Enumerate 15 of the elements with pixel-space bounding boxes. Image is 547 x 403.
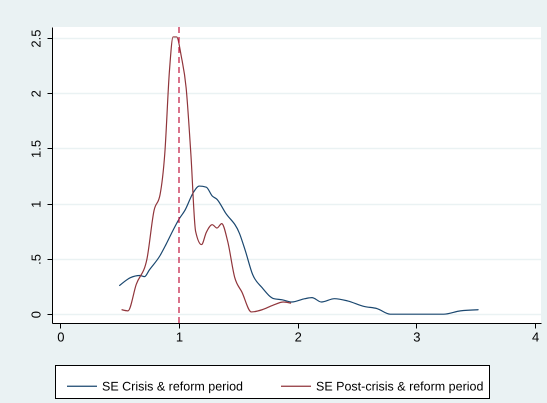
x-tick-label: 1	[176, 330, 184, 344]
line-series	[119, 185, 479, 315]
y-tick-label: 1.5	[28, 140, 44, 158]
x-tick-label: 4	[532, 330, 540, 344]
y-tick-label: 0	[28, 311, 44, 318]
x-tick-label: 3	[413, 330, 420, 344]
y-tick-label: .5	[28, 254, 44, 265]
legend-label: SE Post-crisis & reform period	[316, 379, 484, 394]
y-tick-label: 1	[28, 200, 44, 208]
x-tick-label: 2	[294, 330, 302, 344]
x-tick-label: 0	[57, 330, 64, 344]
line-series	[121, 36, 292, 313]
y-tick-label: 2.5	[28, 30, 44, 48]
y-tick-label: 2	[28, 90, 44, 98]
legend-label: SE Crisis & reform period	[102, 379, 244, 394]
